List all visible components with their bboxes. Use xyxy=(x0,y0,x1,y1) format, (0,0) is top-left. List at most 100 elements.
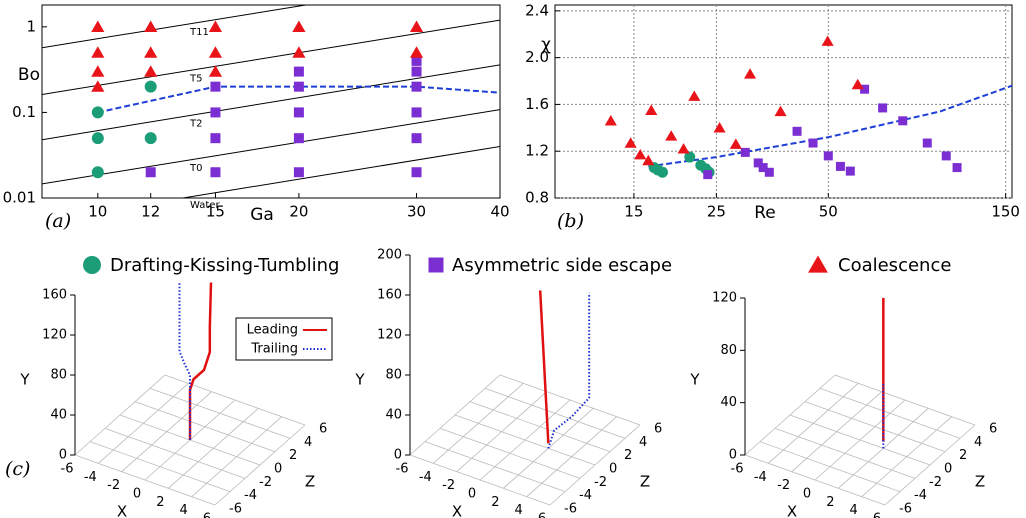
y-tick-label: 1.2 xyxy=(525,142,549,160)
marker-square xyxy=(411,81,422,92)
x-tick-label: 15 xyxy=(624,203,643,221)
legend-label: Leading xyxy=(247,323,298,338)
trajectory xyxy=(188,282,213,440)
floor-grid-line xyxy=(454,414,596,466)
x-tick-label: 0 xyxy=(133,487,141,502)
x-axis-label: X xyxy=(117,503,127,518)
y-tick-label: 0.01 xyxy=(3,189,36,207)
x-tick-label: -2 xyxy=(777,478,790,493)
legend-label: Coalescence xyxy=(838,255,951,276)
marker-square xyxy=(835,161,845,171)
marker-square xyxy=(764,167,774,177)
y-tick-label: 1.6 xyxy=(525,95,549,113)
z-tick-label: -6 xyxy=(899,502,912,517)
x-tick-label: 6 xyxy=(873,512,881,518)
x-tick-label: 20 xyxy=(289,203,308,221)
marker-triangle xyxy=(144,20,158,32)
marker-square xyxy=(808,138,818,148)
marker-square xyxy=(293,107,304,118)
x-tick-label: 4 xyxy=(180,503,188,518)
x-tick-label: 0 xyxy=(468,487,476,502)
floor-grid-line xyxy=(774,427,916,479)
marker-triangle xyxy=(91,46,105,58)
marker-square xyxy=(293,66,304,77)
marker-square xyxy=(428,257,444,273)
z-tick-label: 6 xyxy=(319,422,327,437)
y-tick-label: 0.8 xyxy=(525,189,549,207)
marker-triangle xyxy=(91,20,105,32)
z-axis-label: Z xyxy=(975,473,985,491)
marker-triangle xyxy=(851,78,864,90)
marker-triangle xyxy=(208,65,223,77)
y-axis-label: Y xyxy=(689,371,700,389)
marker-square xyxy=(758,163,768,173)
floor-grid-line xyxy=(164,374,306,426)
morton-line xyxy=(179,145,500,198)
x-tick-label: 6 xyxy=(203,512,211,518)
marker-triangle xyxy=(713,122,726,133)
legend-label: Drafting-Kissing-Tumbling xyxy=(110,255,339,276)
marker-square xyxy=(952,163,962,173)
marker-triangle xyxy=(677,143,690,154)
z-tick-label: 2 xyxy=(624,448,632,463)
y-tick-label: 0.1 xyxy=(12,103,36,121)
z-tick-label: 2 xyxy=(289,448,297,463)
y-tick-label: 2.0 xyxy=(525,48,549,66)
marker-triangle xyxy=(729,138,742,149)
marker-square xyxy=(145,167,156,178)
x-tick-label: 150 xyxy=(991,203,1020,221)
floor-grid-line xyxy=(89,441,231,493)
x-tick-label: 25 xyxy=(707,203,726,221)
morton-line xyxy=(42,5,309,49)
floor-grid-line xyxy=(469,401,611,453)
x-tick-label: 15 xyxy=(206,203,225,221)
floor-grid-line xyxy=(149,387,291,439)
floor-grid-line xyxy=(834,374,976,426)
legend-label: Asymmetric side escape xyxy=(452,255,672,276)
floor-grid-line xyxy=(104,427,246,479)
marker-triangle xyxy=(604,115,617,126)
z-tick-label: 2 xyxy=(959,448,967,463)
marker-triangle xyxy=(91,65,105,77)
floor-grid-line xyxy=(409,454,551,506)
marker-square xyxy=(210,167,221,178)
marker-circle xyxy=(91,132,104,145)
marker-square xyxy=(293,167,304,178)
marker-triangle xyxy=(642,154,655,166)
marker-triangle xyxy=(409,20,424,32)
line-label: Water xyxy=(190,200,220,211)
y-tick-label: 0 xyxy=(59,448,67,463)
x-tick-label: -6 xyxy=(731,462,744,477)
y-tick-label: 80 xyxy=(385,368,402,383)
marker-triangle xyxy=(144,65,158,77)
plot-frame xyxy=(41,4,501,199)
x-tick-label: 30 xyxy=(407,203,426,221)
y-axis-label: χ xyxy=(541,35,551,55)
y-axis-label: Y xyxy=(354,371,365,389)
floor-grid-line xyxy=(499,374,641,426)
marker-triangle xyxy=(409,46,424,58)
z-tick-label: 4 xyxy=(974,435,982,450)
morton-line xyxy=(42,64,500,141)
marker-square xyxy=(703,170,713,180)
z-tick-label: 4 xyxy=(639,435,647,450)
z-tick-label: 0 xyxy=(274,462,282,477)
marker-triangle xyxy=(821,35,834,46)
morton-line xyxy=(42,109,500,185)
marker-triangle xyxy=(208,46,223,58)
marker-triangle xyxy=(624,137,637,148)
marker-triangle xyxy=(208,20,223,32)
marker-triangle xyxy=(634,148,647,160)
line-label: T2 xyxy=(189,119,202,130)
marker-triangle xyxy=(665,130,678,141)
marker-triangle xyxy=(91,80,105,92)
floor-grid-line xyxy=(134,401,276,453)
y-tick-label: 160 xyxy=(42,288,67,303)
marker-square xyxy=(823,151,833,161)
x-tick-label: -4 xyxy=(754,470,767,485)
y-tick-label: 40 xyxy=(720,395,737,410)
panel-label: (a) xyxy=(45,210,71,232)
floor-grid-line xyxy=(759,441,901,493)
panel-label: (c) xyxy=(5,458,30,480)
